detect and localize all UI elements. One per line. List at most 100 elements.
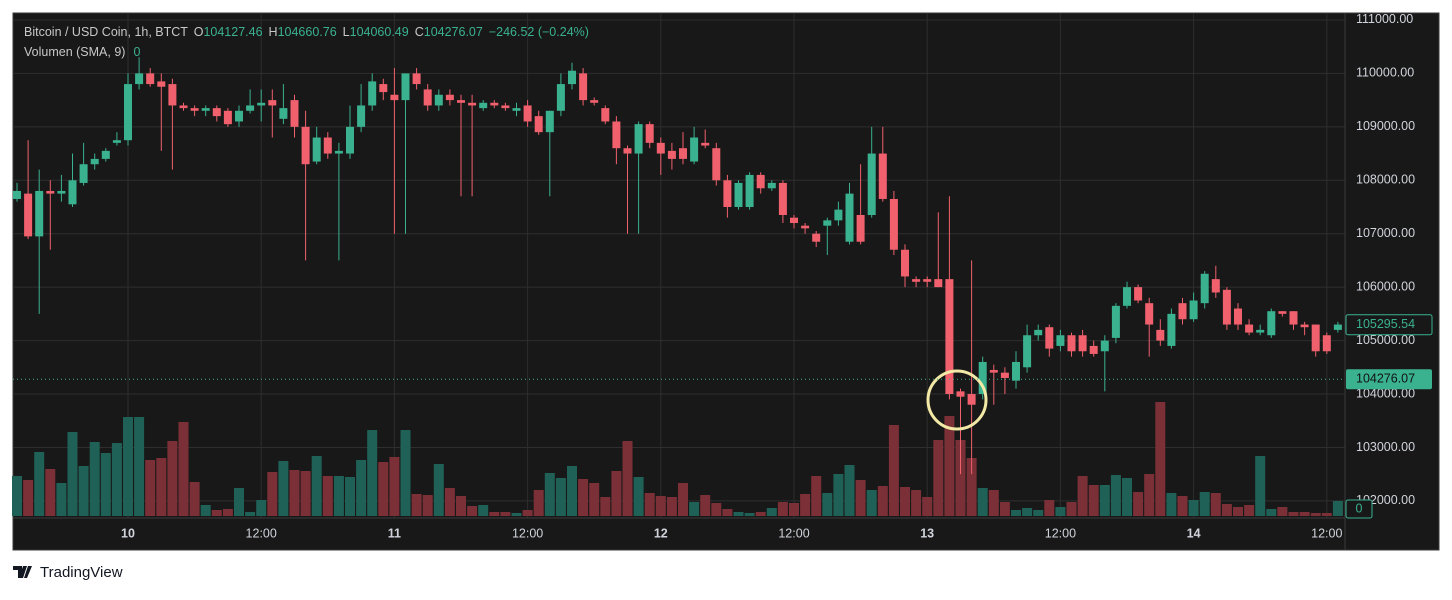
candle-body	[1322, 335, 1331, 352]
volume-bar	[622, 441, 633, 516]
volume-bar	[666, 497, 677, 516]
y-tick-label: 103000.00	[1356, 440, 1415, 454]
candle-body	[168, 84, 177, 106]
volume-bar	[555, 478, 566, 516]
candle-body	[457, 100, 465, 103]
volume-bar	[178, 422, 189, 516]
candle-body	[512, 108, 521, 111]
volume-bar	[1266, 509, 1277, 516]
candle-body	[112, 140, 121, 143]
volume-bar	[1277, 507, 1288, 516]
candle-body	[901, 249, 909, 277]
volume-bar	[944, 416, 955, 516]
candle-body	[1167, 313, 1176, 346]
candle-body	[434, 94, 443, 106]
volume-bar	[34, 452, 45, 516]
candle-body	[934, 279, 943, 288]
candle-body	[212, 108, 221, 117]
volume-bar	[145, 460, 156, 516]
volume-bar	[1299, 512, 1310, 516]
volume-bar	[167, 441, 178, 516]
y-tick-label: 107000.00	[1356, 226, 1415, 240]
volume-axis-tag	[1345, 499, 1373, 519]
symbol: Bitcoin / USD Coin, 1h, BTCT	[24, 25, 188, 39]
candle-body	[323, 137, 332, 154]
volume-bar	[988, 490, 999, 516]
y-tick-label: 111000.00	[1356, 12, 1413, 26]
volume-bar	[411, 494, 422, 516]
volume-bar	[1166, 493, 1177, 516]
volume-bar	[1233, 507, 1243, 516]
volume-bar	[467, 506, 478, 516]
candle-body	[179, 105, 188, 109]
volume-bar	[855, 480, 866, 516]
candle-body	[201, 108, 210, 111]
y-tick-label: 108000.00	[1356, 173, 1415, 187]
candle-body	[190, 108, 199, 111]
volume-bar	[322, 476, 333, 516]
volume-bar	[23, 480, 34, 516]
volume-bar	[400, 430, 411, 516]
candle-body	[967, 394, 976, 405]
candle-body	[734, 182, 743, 207]
candle-body	[301, 126, 310, 165]
volume-bar	[222, 509, 233, 516]
volume-bar	[611, 471, 622, 516]
ohlc-value: 104127.46	[203, 25, 262, 39]
volume-bar	[1255, 456, 1266, 516]
candle-body	[556, 84, 565, 111]
volume-bar	[1066, 502, 1077, 516]
candle-body	[423, 89, 432, 106]
volume-bar	[111, 443, 122, 516]
volume-bar	[1033, 510, 1044, 516]
volume-bar	[289, 470, 300, 516]
volume-bar	[833, 474, 844, 516]
candle-body	[346, 126, 354, 154]
volume-bar	[1199, 492, 1210, 516]
volume-bar	[67, 432, 78, 516]
volume-bar	[1044, 500, 1055, 516]
candle-body	[690, 137, 699, 162]
candle-body	[268, 100, 277, 106]
candle-body	[146, 73, 155, 85]
candle-body	[1289, 311, 1298, 325]
volume-bar	[800, 494, 811, 516]
volume-bar	[256, 500, 267, 516]
ohlc-key: O	[194, 25, 204, 39]
candle-body	[767, 182, 776, 189]
volume-bar	[333, 476, 344, 516]
volume-bar	[444, 488, 455, 516]
candle-body	[745, 174, 754, 207]
candle-body	[1134, 287, 1143, 301]
candle-body	[712, 148, 721, 181]
candle-body	[667, 150, 676, 159]
candle-body	[1089, 345, 1098, 354]
volume-bar	[456, 496, 466, 516]
last-price-label: 104276.07	[1356, 372, 1415, 386]
volume-bar	[644, 493, 655, 516]
candle-body	[812, 233, 821, 242]
x-tick-label: 10	[121, 526, 135, 540]
candle-body	[379, 84, 388, 93]
volume-bar	[489, 512, 500, 516]
candle-body	[1045, 327, 1054, 349]
x-tick-label: 12:00	[778, 526, 809, 540]
volume-bar	[189, 482, 200, 516]
candle-body	[778, 182, 787, 215]
volume-axis-label: 0	[1356, 501, 1363, 515]
candle-body	[956, 391, 965, 397]
volume-bar	[1244, 505, 1255, 516]
candle-body	[1211, 279, 1220, 293]
volume-bar	[866, 490, 877, 516]
candle-body	[479, 102, 488, 109]
volume-bar	[78, 466, 89, 516]
candle-body	[823, 220, 832, 226]
candle-body	[1333, 324, 1342, 330]
x-tick-label: 12:00	[1311, 526, 1342, 540]
volume-bar	[844, 465, 855, 516]
candle-body	[390, 94, 399, 101]
candle-body	[1178, 303, 1187, 320]
chart-background	[12, 12, 1440, 551]
volume-bar	[156, 458, 167, 516]
